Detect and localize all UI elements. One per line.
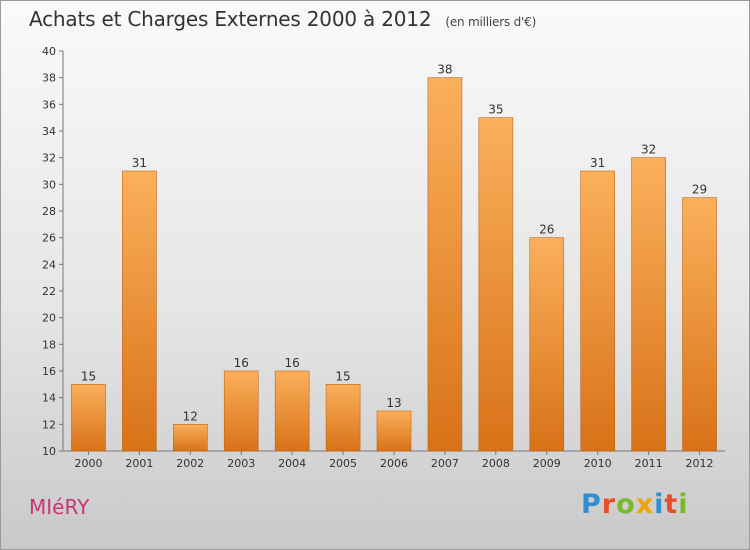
y-tick-label: 32	[42, 152, 56, 165]
y-tick-label: 10	[42, 445, 56, 458]
x-tick-label: 2010	[584, 457, 612, 470]
y-tick-label: 26	[42, 232, 56, 245]
x-tick-label: 2007	[431, 457, 459, 470]
chart-title: Achats et Charges Externes 2000 à 2012 (e…	[29, 7, 536, 31]
y-tick-label: 14	[42, 392, 56, 405]
x-tick-label: 2001	[125, 457, 153, 470]
y-tick-label: 40	[42, 45, 56, 58]
bar	[427, 77, 463, 452]
logo-letter: P	[581, 489, 602, 520]
y-tick-label: 24	[42, 258, 56, 271]
data-label: 16	[234, 356, 249, 370]
bar	[376, 410, 412, 452]
data-label: 29	[692, 183, 707, 197]
x-tick-label: 2003	[227, 457, 255, 470]
data-label: 13	[386, 396, 401, 410]
commune-name: MIéRY	[29, 495, 90, 519]
y-tick-label: 20	[42, 312, 56, 325]
y-tick-label: 22	[42, 285, 56, 298]
bar	[631, 157, 666, 452]
logo-letter: o	[616, 489, 636, 520]
bar	[223, 370, 259, 452]
bar	[173, 424, 208, 452]
data-label: 31	[132, 156, 147, 170]
x-tick-label: 2004	[278, 457, 306, 470]
data-label: 15	[81, 369, 96, 383]
bar	[71, 384, 106, 452]
data-label: 15	[335, 369, 350, 383]
x-tick-label: 2011	[635, 457, 663, 470]
logo-letter: x	[635, 489, 655, 520]
bar	[274, 370, 310, 452]
y-tick-label: 28	[42, 205, 56, 218]
data-label: 38	[437, 63, 452, 77]
y-tick-label: 38	[42, 72, 56, 85]
x-tick-label: 2002	[176, 457, 204, 470]
logo-letter: t	[664, 489, 679, 520]
bar	[580, 170, 615, 452]
x-tick-label: 2008	[482, 457, 510, 470]
data-label: 16	[285, 356, 300, 370]
x-tick-label: 2009	[533, 457, 561, 470]
x-tick-label: 2005	[329, 457, 357, 470]
logo-letter: i	[654, 489, 665, 520]
y-tick-label: 34	[42, 125, 56, 138]
x-tick-label: 2012	[686, 457, 714, 470]
data-label: 35	[488, 103, 503, 117]
x-tick-label: 2006	[380, 457, 408, 470]
y-tick-label: 12	[42, 418, 56, 431]
bar	[529, 237, 565, 452]
y-tick-label: 18	[42, 338, 56, 351]
y-tick-label: 30	[42, 178, 56, 191]
title-text: Achats et Charges Externes 2000 à 2012	[29, 7, 432, 31]
bar	[478, 117, 514, 452]
data-label: 31	[590, 156, 605, 170]
bar	[122, 170, 157, 452]
data-label: 32	[641, 143, 656, 157]
logo-letter: i	[678, 489, 689, 520]
proxiti-logo: Proxiti	[581, 489, 689, 520]
data-label: 26	[539, 223, 554, 237]
bar	[682, 197, 717, 452]
y-tick-label: 36	[42, 98, 56, 111]
bar	[325, 384, 361, 452]
logo-letter: r	[601, 489, 617, 520]
x-tick-label: 2000	[74, 457, 102, 470]
y-tick-label: 16	[42, 365, 56, 378]
chart-subtitle: (en milliers d'€)	[445, 15, 537, 29]
data-label: 12	[183, 409, 198, 423]
